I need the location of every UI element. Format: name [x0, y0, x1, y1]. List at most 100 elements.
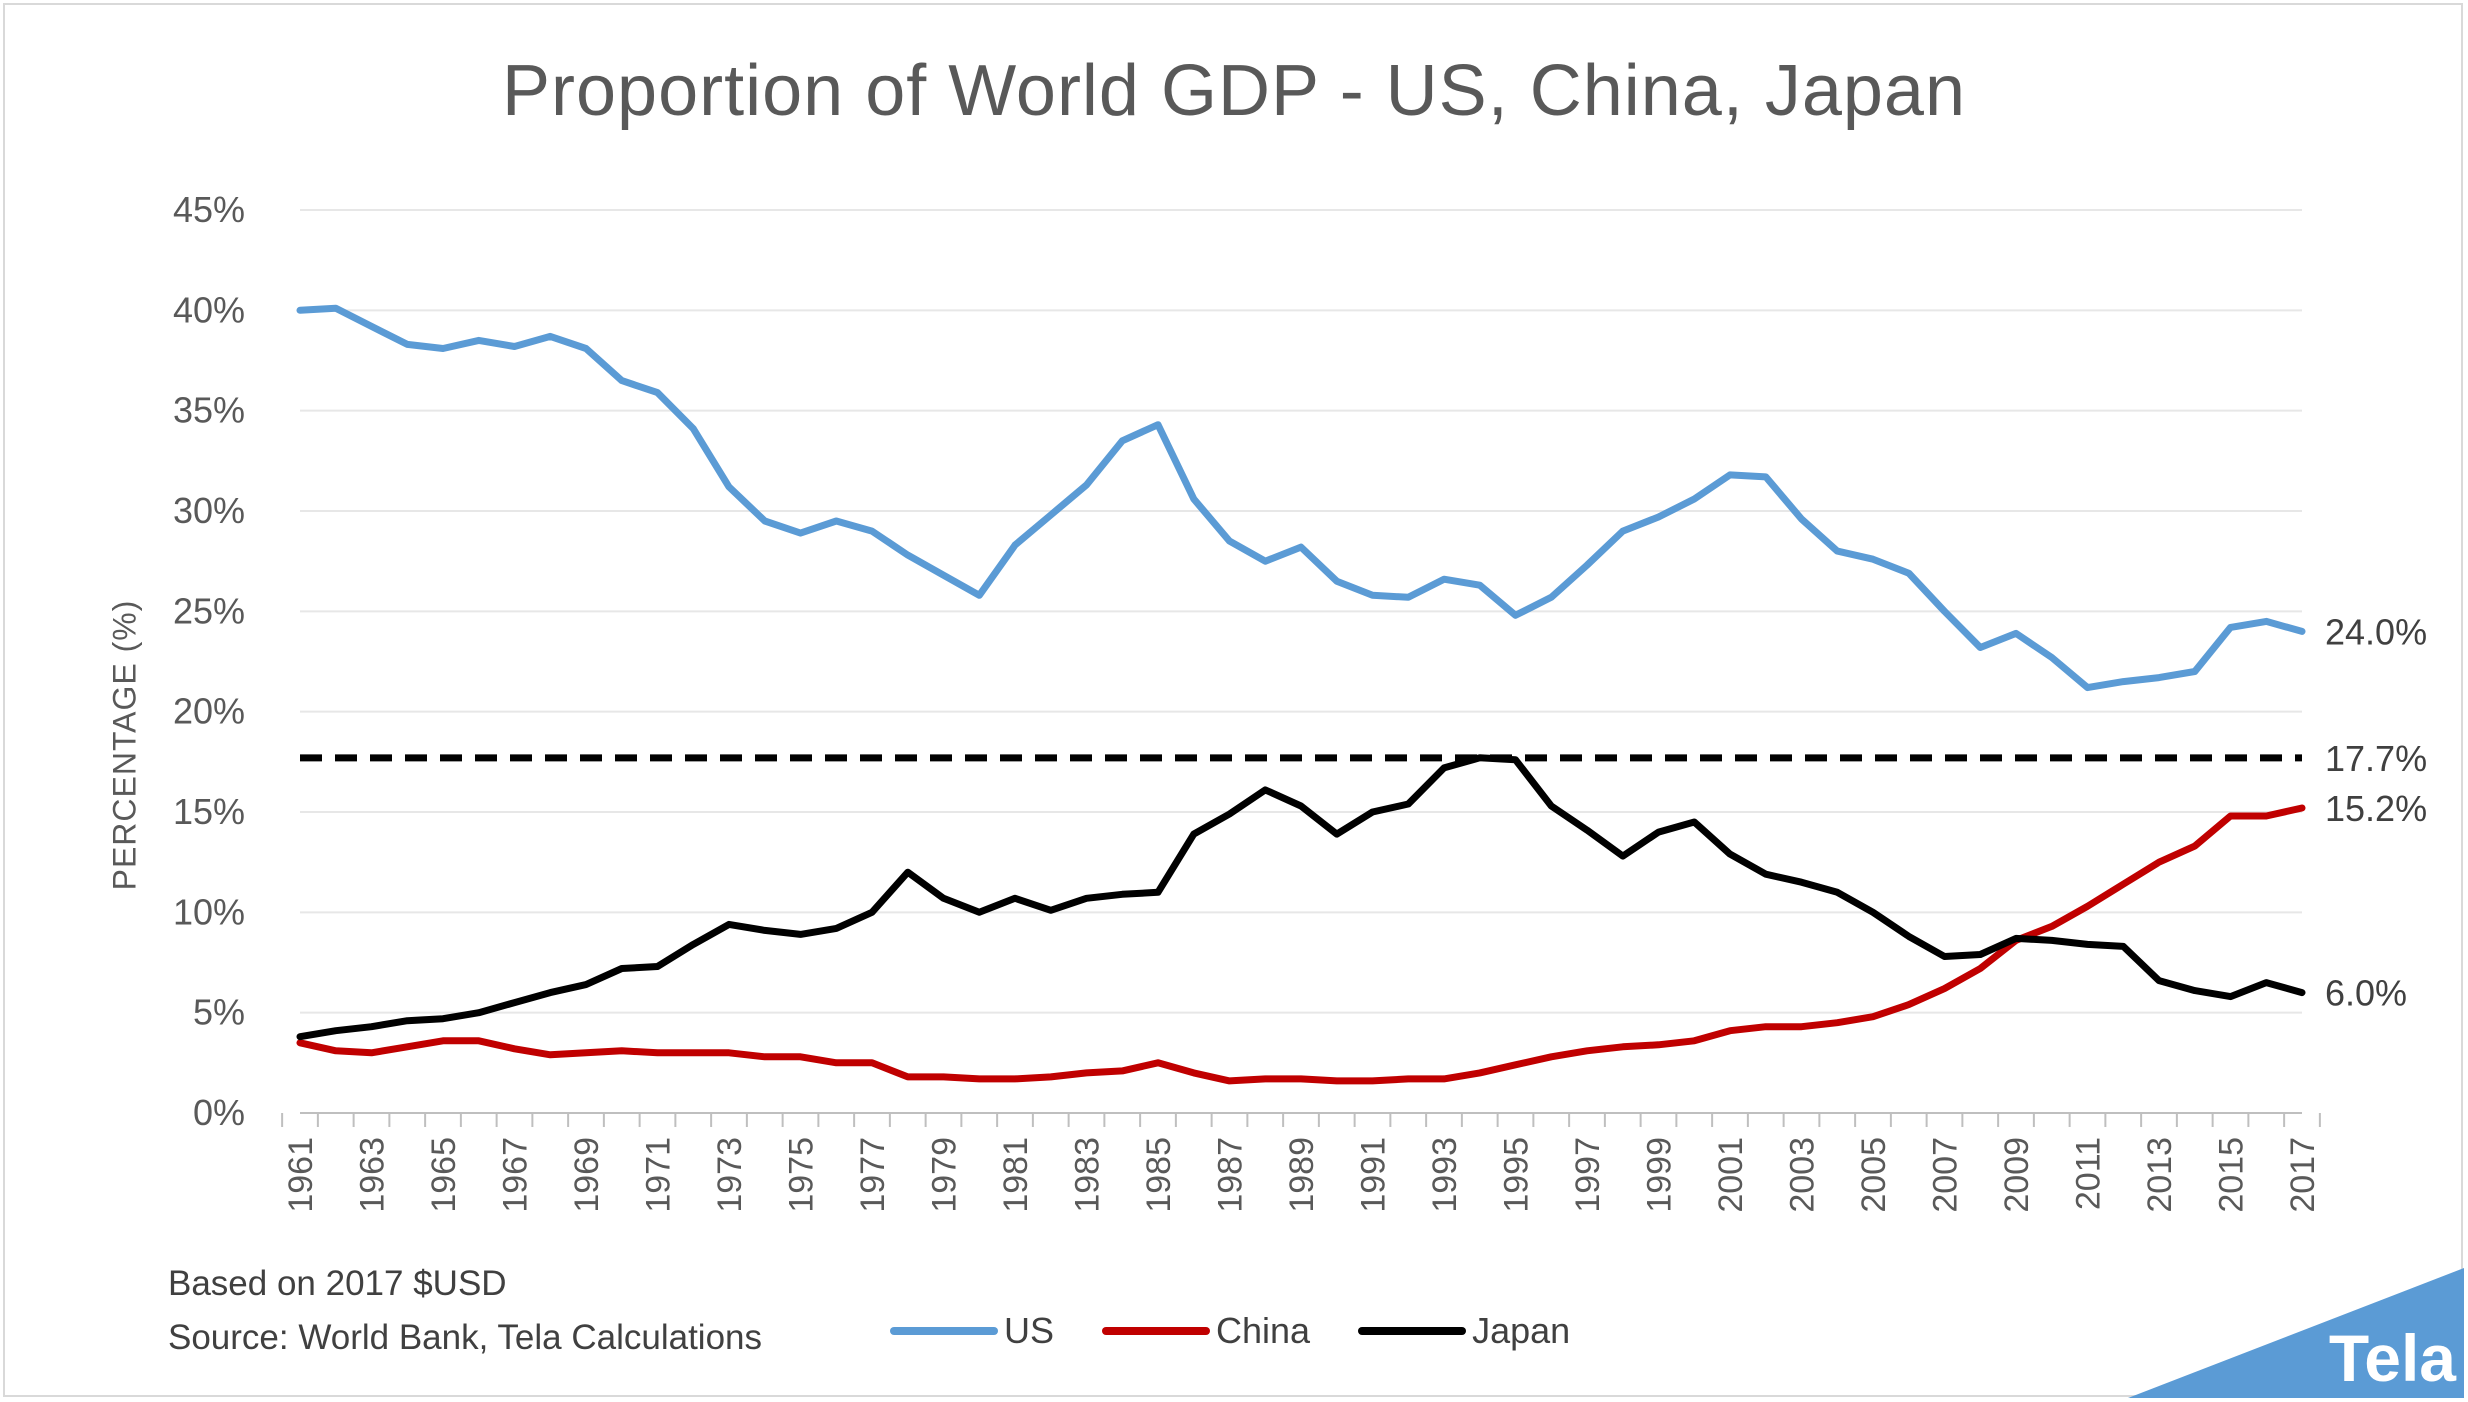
data-point-china [1979, 968, 1981, 970]
data-point-japan [1086, 897, 1087, 899]
y-tick-label: 40% [173, 289, 245, 330]
data-point-japan [1300, 805, 1302, 807]
data-point-japan [728, 923, 730, 925]
data-point-us [2158, 677, 2160, 679]
legend-item-china: China [1102, 1310, 1310, 1352]
data-point-us [1086, 484, 1087, 486]
x-tick-label: 1995 [1498, 1137, 1536, 1213]
data-point-japan [2015, 937, 2017, 939]
data-point-japan [1121, 893, 1123, 895]
legend-label-china: China [1216, 1310, 1311, 1351]
x-tick-label: 1981 [997, 1137, 1035, 1213]
data-point-china [1836, 1022, 1838, 1024]
y-tick-label: 35% [173, 390, 245, 431]
data-point-us [1586, 564, 1588, 566]
x-tick-label: 1999 [1641, 1137, 1679, 1213]
x-tick-label: 2011 [2070, 1137, 2108, 1210]
data-point-china [1300, 1078, 1302, 1080]
legend-swatch-us [890, 1327, 998, 1335]
x-tick-label: 2009 [1998, 1137, 2036, 1213]
data-point-china [1479, 1072, 1481, 1074]
data-point-japan [335, 1030, 337, 1032]
chart-title: Proportion of World GDP - US, China, Jap… [502, 51, 1966, 131]
data-point-china [692, 1052, 694, 1054]
y-tick-label: 25% [173, 590, 245, 631]
x-tick-label: 1977 [854, 1137, 892, 1213]
data-point-japan [657, 966, 658, 968]
data-point-china [943, 1076, 944, 1078]
data-point-china [1515, 1064, 1516, 1066]
data-point-japan [2087, 943, 2088, 945]
x-tick-label: 1985 [1140, 1137, 1178, 1213]
x-tick-label: 2001 [1712, 1137, 1750, 1213]
legend-item-japan: Japan [1358, 1310, 1570, 1352]
data-point-japan [1229, 813, 1230, 815]
data-point-us [1264, 560, 1266, 562]
data-point-us [2122, 681, 2124, 683]
data-point-us [978, 594, 980, 596]
data-point-us [1979, 646, 1981, 648]
data-point-china [1157, 1062, 1159, 1064]
data-point-us [1443, 578, 1445, 580]
legend-item-us: US [890, 1310, 1054, 1352]
y-tick-label: 0% [193, 1092, 245, 1133]
data-point-japan [1622, 855, 1624, 857]
data-point-japan [871, 911, 873, 913]
x-tick-label: 2017 [2284, 1137, 2322, 1213]
data-point-japan [585, 984, 587, 986]
data-point-us [1157, 424, 1159, 426]
data-point-japan [2265, 982, 2267, 984]
end-label: 15.2% [2325, 788, 2427, 829]
data-point-us [1908, 572, 1910, 574]
data-point-us [1944, 610, 1945, 612]
x-tick-label: 1983 [1069, 1137, 1107, 1213]
data-point-china [549, 1054, 551, 1056]
data-point-us [800, 532, 801, 534]
data-point-china [1658, 1044, 1659, 1046]
data-point-us [1515, 614, 1516, 616]
data-point-us [1658, 516, 1659, 518]
data-point-japan [943, 897, 944, 899]
data-point-china [1193, 1072, 1195, 1074]
data-point-china [478, 1040, 480, 1042]
data-point-china [1121, 1070, 1123, 1072]
data-point-us [1121, 440, 1123, 442]
data-point-us [1229, 540, 1230, 542]
data-point-japan [621, 968, 623, 970]
data-point-us [1300, 546, 1302, 548]
data-point-japan [1336, 833, 1338, 835]
data-point-us [1336, 580, 1338, 582]
data-point-us [514, 345, 515, 347]
data-point-china [1443, 1078, 1445, 1080]
x-tick-label: 1963 [354, 1137, 392, 1213]
data-point-china [335, 1050, 337, 1052]
data-point-japan [692, 943, 694, 945]
data-point-china [2194, 845, 2196, 847]
x-tick-label: 1975 [783, 1137, 821, 1213]
data-point-us [1372, 594, 1373, 596]
data-point-us [442, 347, 444, 349]
y-tick-label: 10% [173, 891, 245, 932]
data-point-us [299, 309, 301, 311]
x-tick-label: 1991 [1355, 1137, 1393, 1213]
end-label: 17.7% [2325, 738, 2427, 779]
data-point-china [1908, 1004, 1910, 1006]
data-point-china [657, 1052, 658, 1054]
data-point-china [1086, 1072, 1087, 1074]
x-tick-label: 2015 [2213, 1137, 2251, 1213]
end-label: 24.0% [2325, 611, 2427, 652]
data-point-japan [1014, 897, 1016, 899]
y-tick-label: 45% [173, 189, 245, 230]
data-point-japan [1407, 803, 1409, 805]
data-point-china [764, 1056, 766, 1058]
data-point-china [1550, 1056, 1552, 1058]
data-point-china [1693, 1040, 1695, 1042]
data-point-us [1836, 550, 1838, 552]
data-point-us [692, 428, 694, 430]
x-tick-label: 2005 [1855, 1137, 1893, 1213]
data-point-us [2301, 630, 2303, 632]
data-point-japan [1193, 833, 1195, 835]
series-lines [296, 304, 2306, 1085]
y-tick-label: 5% [193, 992, 245, 1033]
